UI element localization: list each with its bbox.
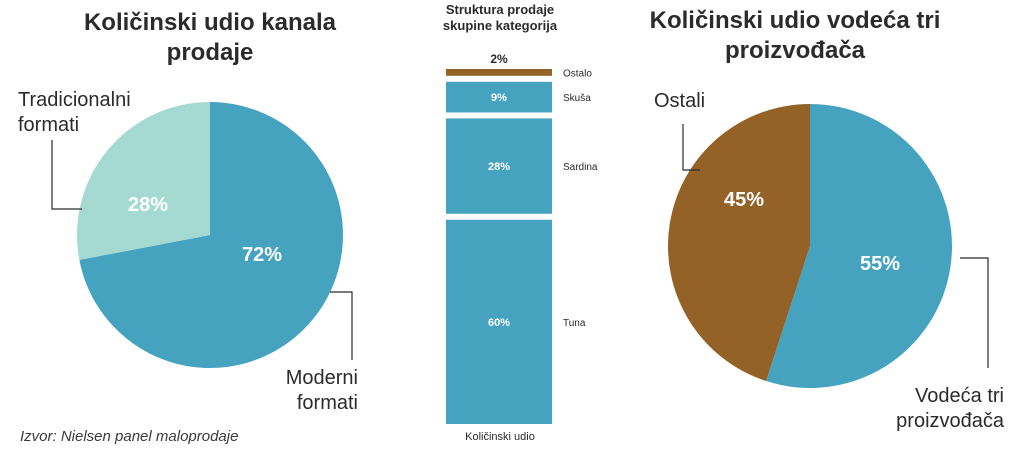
bar-category-skusa: Skuša xyxy=(563,93,591,104)
left-pie-chart: 28% 72% xyxy=(51,102,353,368)
bar-value-skusa: 9% xyxy=(491,92,507,104)
leader-line-traditional xyxy=(51,140,82,210)
right-chart-title: Količinski udio vodeća tri proizvođača xyxy=(625,6,965,66)
bar-segment-tuna xyxy=(446,219,552,424)
left-chart-title-line2: prodaje xyxy=(166,39,254,66)
right-pie-slices xyxy=(668,103,953,388)
left-chart-title-line1: Količinski udio kanala xyxy=(83,9,337,36)
slice-label-top3: 55% xyxy=(860,253,900,275)
bar-value-ostalo: 2% xyxy=(490,52,508,66)
left-pie-slices xyxy=(77,102,343,368)
leader-line-modern xyxy=(330,291,353,360)
slice-label-modern: 72% xyxy=(242,244,282,266)
bar-segment-ostalo xyxy=(446,69,552,76)
leader-line-others xyxy=(682,124,700,171)
label-modern-formats: Moderni formati xyxy=(270,366,358,416)
middle-chart-title: Struktura prodaje skupine kategorija xyxy=(420,2,580,34)
label-top3-line1: Vodeća tri xyxy=(915,385,1004,407)
bar-segment-skusa xyxy=(446,81,552,113)
right-chart-title-line2: proizvođača xyxy=(724,37,866,64)
label-traditional-line2: formati xyxy=(18,114,80,136)
label-traditional-formats: Tradicionalni formati xyxy=(18,88,131,138)
bar-category-ostalo: Ostalo xyxy=(563,68,592,79)
right-pie-slice-ostali xyxy=(668,103,810,382)
label-top3-producers: Vodeća tri proizvođača xyxy=(880,384,1004,434)
middle-chart-title-line2: skupine kategorija xyxy=(442,18,558,33)
middle-chart-title-line1: Struktura prodaje xyxy=(445,2,555,17)
bar-segments: 2% Ostalo 9% Skuša 28% Sardina 60% Tuna xyxy=(446,52,598,424)
label-others: Ostali xyxy=(654,90,706,112)
left-pie-slice-tradicionalni-formati xyxy=(77,102,210,260)
bar-category-tuna: Tuna xyxy=(563,318,586,329)
bar-value-tuna: 60% xyxy=(488,317,510,329)
label-traditional-line1: Tradicionalni xyxy=(18,89,131,111)
slice-label-others: 45% xyxy=(724,189,764,211)
bar-segment-sardina xyxy=(446,118,552,214)
bar-value-sardina: 28% xyxy=(488,161,510,173)
slice-label-traditional: 28% xyxy=(128,194,168,216)
leader-line-top3 xyxy=(960,257,989,368)
source-note: Izvor: Nielsen panel maloprodaje xyxy=(20,428,239,445)
stacked-bar-chart: 2% Ostalo 9% Skuša 28% Sardina 60% Tuna xyxy=(446,52,598,424)
bar-x-label: Količinski udio xyxy=(465,431,535,443)
right-pie-slice-vodeca-tri-proizvodaca xyxy=(766,104,953,388)
label-modern-line2: formati xyxy=(296,392,358,414)
label-modern-line1: Moderni xyxy=(285,367,358,389)
bar-category-sardina: Sardina xyxy=(563,162,598,173)
right-pie-chart: 45% 55% xyxy=(668,103,989,388)
label-top3-line2: proizvođača xyxy=(896,410,1004,432)
left-pie-slice-moderni-formati xyxy=(79,102,343,368)
left-chart-title: Količinski udio kanala prodaje xyxy=(70,8,350,68)
right-chart-title-line1: Količinski udio vodeća tri xyxy=(649,7,941,34)
